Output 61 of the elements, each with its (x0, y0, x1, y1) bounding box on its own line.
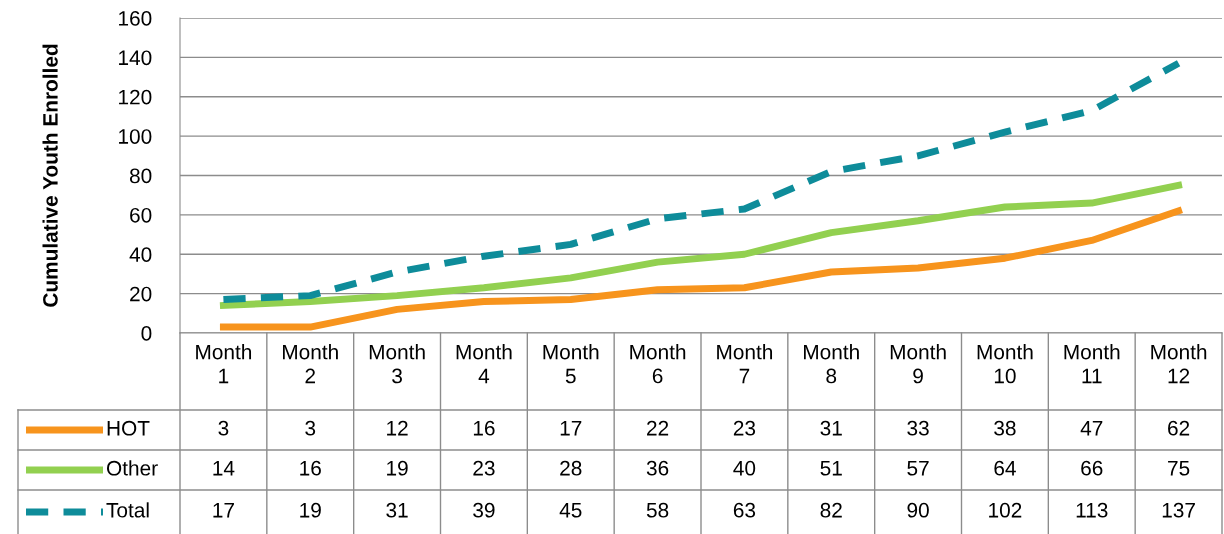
data-label: 62 (1168, 420, 1190, 436)
data-label: 113 (1076, 502, 1108, 518)
data-label: 102 (989, 502, 1022, 518)
y-tick-label: 160 (119, 11, 152, 26)
data-label: 39 (473, 502, 495, 518)
y-tick-label: 20 (130, 286, 152, 302)
x-tick-label: Month 4 (456, 344, 512, 384)
data-label: 14 (213, 461, 235, 476)
data-label: 19 (387, 460, 408, 476)
x-tick-label: Month 5 (543, 344, 599, 384)
data-label: 57 (907, 461, 929, 476)
data-label: 22 (647, 420, 669, 436)
data-label: 31 (386, 502, 408, 518)
y-tick-label: 140 (119, 50, 152, 66)
data-label: 33 (907, 420, 929, 436)
x-tick-label: Month 9 (890, 344, 946, 384)
x-tick-label: Month 11 (1064, 344, 1120, 384)
data-label: 36 (646, 460, 669, 476)
data-label: 3 (218, 420, 229, 436)
x-tick-label: Month 8 (804, 344, 859, 384)
data-label: 137 (1162, 502, 1195, 518)
x-tick-label: Month 12 (1151, 344, 1207, 384)
data-label: 75 (1168, 461, 1190, 476)
y-tick-label: 60 (130, 207, 152, 223)
data-label: 58 (646, 502, 669, 518)
data-label: 23 (733, 420, 756, 436)
data-label: 12 (387, 420, 408, 436)
x-tick-label: Month 6 (630, 344, 686, 384)
y-axis-title: Cumulative Youth Enrolled (42, 44, 58, 307)
data-label: 17 (560, 421, 582, 436)
legend-label: Total (106, 502, 149, 518)
data-label: 23 (473, 460, 495, 476)
data-label: 64 (994, 460, 1016, 476)
data-label: 90 (907, 502, 929, 518)
y-tick-label: 100 (119, 129, 152, 144)
data-label: 66 (1081, 460, 1103, 476)
data-label: 40 (733, 460, 756, 476)
y-tick-label: 40 (129, 247, 152, 262)
data-label: 51 (820, 461, 842, 476)
x-tick-label: Month 1 (196, 344, 252, 384)
x-tick-label: Month 7 (717, 344, 773, 384)
data-label: 38 (994, 420, 1016, 436)
y-tick-label: 80 (129, 168, 152, 184)
x-tick-label: Month 2 (283, 344, 338, 384)
data-label: 82 (820, 502, 842, 518)
y-tick-label: 0 (141, 326, 152, 341)
y-tick-label: 120 (119, 89, 152, 105)
data-label: 16 (473, 420, 495, 436)
data-label: 47 (1080, 421, 1103, 436)
data-label: 19 (300, 502, 321, 518)
data-label: 63 (733, 502, 756, 518)
data-label: 28 (560, 460, 582, 476)
x-tick-label: Month 3 (369, 344, 425, 384)
legend-label: HOT (107, 420, 150, 436)
data-label: 16 (300, 460, 321, 476)
x-tick-label: Month 10 (977, 344, 1033, 384)
data-label: 17 (213, 503, 234, 518)
data-label: 3 (305, 420, 316, 436)
legend-label: Other (106, 460, 158, 476)
data-label: 45 (559, 503, 582, 518)
data-label: 31 (820, 420, 842, 436)
